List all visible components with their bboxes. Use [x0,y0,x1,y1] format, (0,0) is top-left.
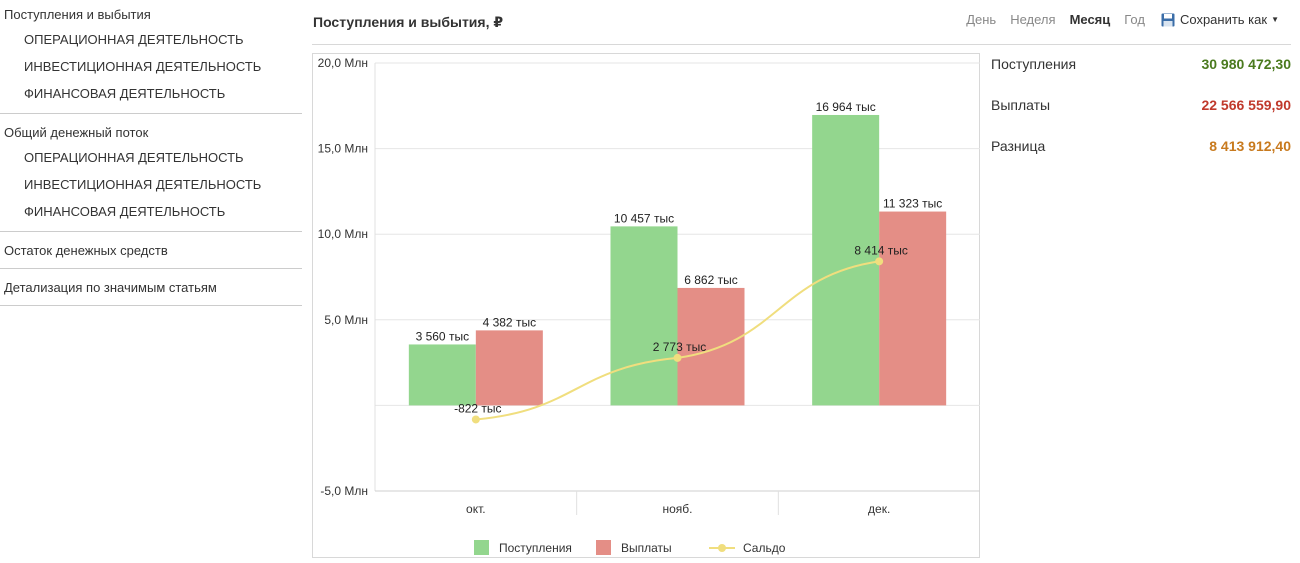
period-tab[interactable]: Месяц [1070,12,1111,27]
saldo-point[interactable] [674,354,682,362]
x-tick-label: дек. [868,502,890,516]
period-tab[interactable]: Год [1124,12,1145,27]
total-value: 22 566 559,90 [1201,96,1291,137]
sidebar-item[interactable]: ФИНАНСОВАЯ ДЕЯТЕЛЬНОСТЬ [0,80,302,107]
bar-data-label: 16 964 тыс [816,100,876,114]
save-as-label: Сохранить как [1180,12,1267,27]
legend-item[interactable]: Сальдо [709,541,786,555]
line-data-label: 2 773 тыс [653,340,706,354]
period-tab[interactable]: День [966,12,996,27]
bar-inflow[interactable] [611,226,678,405]
total-row: Выплаты 22 566 559,90 [991,96,1291,137]
chart-panel: 20,0 Млн 15,0 Млн 10,0 Млн 5,0 Млн -5,0 Млн о… [312,53,980,558]
save-as-button[interactable]: Сохранить как ▼ [1161,12,1279,27]
legend-label: Поступления [499,541,572,555]
bar-outflow[interactable] [476,330,543,405]
legend-item[interactable]: Выплаты [596,540,672,555]
sidebar-group-title[interactable]: Общий денежный поток [0,122,302,144]
total-value: 8 413 912,40 [1209,137,1291,178]
sidebar-item[interactable]: ОПЕРАЦИОННАЯ ДЕЯТЕЛЬНОСТЬ [0,144,302,171]
sidebar-group: Детализация по значимым статьям [0,269,302,306]
sidebar-item[interactable]: ИНВЕСТИЦИОННАЯ ДЕЯТЕЛЬНОСТЬ [0,53,302,80]
legend-item[interactable]: Поступления [474,540,572,555]
bar-data-label: 6 862 тыс [684,273,737,287]
bar-data-label: 10 457 тыс [614,211,674,225]
bar-inflow[interactable] [409,344,476,405]
chart-title: Поступления и выбытия, ₽ [313,14,503,31]
bar-outflow[interactable] [879,212,946,406]
bar-data-label: 3 560 тыс [416,329,469,343]
sidebar-group-title[interactable]: Поступления и выбытия [0,4,302,26]
header-divider [312,44,1291,45]
y-tick-label: 15,0 Млн [318,142,368,156]
sidebar-group-title[interactable]: Остаток денежных средств [0,240,302,262]
total-row: Поступления 30 980 472,30 [991,55,1291,96]
total-label: Разница [991,137,1045,178]
legend-point-swatch [718,544,726,552]
total-row: Разница 8 413 912,40 [991,137,1291,178]
legend-label: Выплаты [621,541,672,555]
period-selector: День Неделя Месяц Год Сохранить как ▼ [952,12,1279,27]
x-tick-label: окт. [466,502,486,516]
y-tick-label: 20,0 Млн [318,56,368,70]
legend-swatch [596,540,611,555]
floppy-disk-icon [1161,13,1175,27]
cashflow-chart: 20,0 Млн 15,0 Млн 10,0 Млн 5,0 Млн -5,0 Млн о… [313,54,981,559]
total-value: 30 980 472,30 [1201,55,1291,96]
saldo-point[interactable] [472,415,480,423]
y-tick-label: 5,0 Млн [324,313,368,327]
chevron-down-icon: ▼ [1271,15,1279,24]
y-tick-label: 10,0 Млн [318,227,368,241]
total-label: Поступления [991,55,1076,96]
bar-data-label: 4 382 тыс [483,315,536,329]
sidebar-item[interactable]: ОПЕРАЦИОННАЯ ДЕЯТЕЛЬНОСТЬ [0,26,302,53]
total-label: Выплаты [991,96,1050,137]
legend-swatch [474,540,489,555]
sidebar-group-title[interactable]: Детализация по значимым статьям [0,277,302,299]
sidebar-group: Остаток денежных средств [0,232,302,269]
y-tick-label: -5,0 Млн [320,484,368,498]
sidebar-item[interactable]: ФИНАНСОВАЯ ДЕЯТЕЛЬНОСТЬ [0,198,302,225]
x-tick-label: нояб. [662,502,692,516]
sidebar: Поступления и выбытия ОПЕРАЦИОННАЯ ДЕЯТЕЛ… [0,0,302,306]
sidebar-group: Поступления и выбытия ОПЕРАЦИОННАЯ ДЕЯТЕЛ… [0,0,302,114]
bar-inflow[interactable] [812,115,879,405]
bar-data-label: 11 323 тыс [883,197,942,211]
sidebar-group: Общий денежный поток ОПЕРАЦИОННАЯ ДЕЯТЕЛЬ… [0,114,302,232]
line-data-label: -822 тыс [454,401,501,415]
legend-label: Сальдо [743,541,786,555]
saldo-point[interactable] [875,257,883,265]
totals-panel: Поступления 30 980 472,30 Выплаты 22 566 55… [991,55,1291,178]
period-tab[interactable]: Неделя [1010,12,1055,27]
sidebar-item[interactable]: ИНВЕСТИЦИОННАЯ ДЕЯТЕЛЬНОСТЬ [0,171,302,198]
line-data-label: 8 414 тыс [854,243,907,257]
